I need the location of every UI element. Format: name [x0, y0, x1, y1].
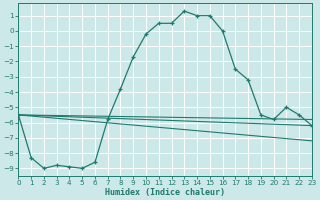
X-axis label: Humidex (Indice chaleur): Humidex (Indice chaleur)	[105, 188, 225, 197]
